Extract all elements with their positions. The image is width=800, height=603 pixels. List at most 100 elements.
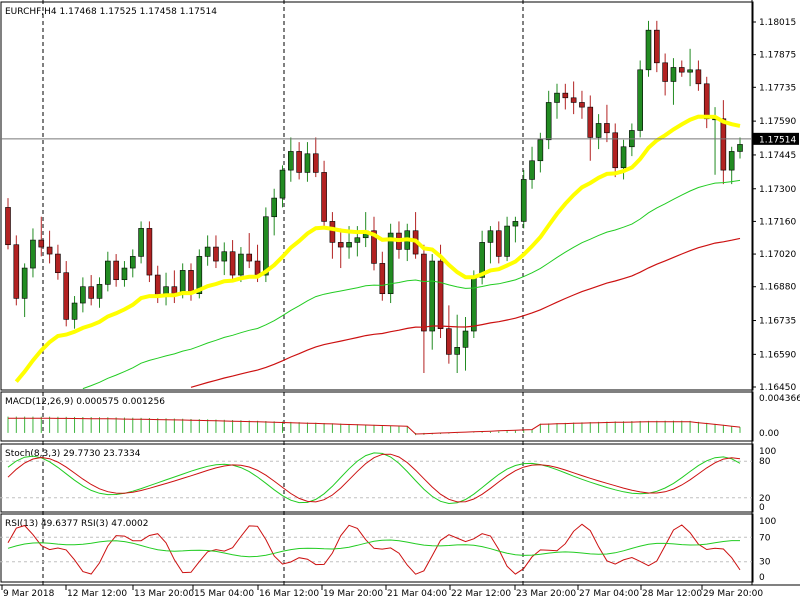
candle[interactable] — [429, 254, 436, 350]
bullish-candle-body — [728, 151, 735, 171]
candle[interactable] — [629, 123, 635, 157]
bullish-candle-body — [204, 246, 211, 257]
candle[interactable] — [296, 142, 302, 180]
candle[interactable] — [595, 114, 602, 150]
candle[interactable] — [654, 20, 660, 73]
candle[interactable] — [504, 216, 510, 262]
bearish-candle-body — [437, 260, 444, 329]
candle[interactable] — [105, 251, 111, 292]
candle[interactable] — [80, 277, 86, 313]
candle[interactable] — [537, 132, 544, 173]
candle[interactable] — [113, 254, 119, 287]
candle[interactable] — [678, 60, 685, 77]
candle[interactable] — [271, 188, 277, 236]
candle[interactable] — [687, 48, 693, 87]
candle[interactable] — [703, 76, 710, 129]
bearish-candle-body — [246, 253, 253, 262]
candle[interactable] — [379, 251, 386, 301]
candle[interactable] — [204, 235, 211, 266]
candle[interactable] — [88, 275, 94, 306]
candle[interactable] — [728, 146, 735, 185]
time-axis-label: 19 Mar 20:00 — [323, 589, 383, 599]
stoch-label: Stoch(8,3,3) 29.7730 23.7334 — [5, 449, 141, 459]
candle[interactable] — [695, 60, 702, 91]
candle[interactable] — [562, 83, 569, 110]
candle[interactable] — [312, 137, 319, 178]
price-axis-label: 1.16590 — [759, 350, 796, 360]
bearish-candle-body — [213, 246, 219, 262]
panel-frame-rsi — [0, 513, 754, 583]
bullish-candle-body — [487, 230, 494, 243]
candle[interactable] — [545, 90, 552, 150]
candle[interactable] — [121, 261, 128, 287]
candle[interactable] — [612, 123, 619, 178]
candle[interactable] — [163, 272, 169, 306]
candle[interactable] — [404, 223, 411, 262]
candle[interactable] — [387, 223, 394, 304]
candle[interactable] — [321, 160, 327, 229]
bullish-candle-body — [537, 139, 544, 162]
candle[interactable] — [63, 261, 70, 327]
candle[interactable] — [471, 270, 477, 339]
candle[interactable] — [437, 244, 444, 339]
candle[interactable] — [5, 198, 11, 250]
candle[interactable] — [446, 305, 452, 364]
candle[interactable] — [637, 60, 643, 138]
bearish-candle-body — [570, 97, 577, 103]
candle[interactable] — [487, 226, 494, 264]
bearish-candle-body — [55, 253, 61, 274]
candle[interactable] — [529, 146, 535, 189]
candle[interactable] — [304, 142, 311, 182]
candle[interactable] — [570, 81, 577, 115]
candle[interactable] — [495, 221, 502, 264]
bearish-candle-body — [678, 67, 685, 73]
candle[interactable] — [13, 235, 20, 306]
candle[interactable] — [645, 20, 652, 77]
candle[interactable] — [337, 228, 344, 269]
rsi-slow-line — [7, 539, 740, 558]
candles-group — [5, 20, 743, 374]
candle[interactable] — [30, 228, 36, 278]
candle[interactable] — [146, 221, 153, 283]
candle[interactable] — [579, 90, 585, 119]
price-axis-label: 1.17445 — [759, 151, 796, 161]
candle[interactable] — [238, 247, 244, 283]
candle[interactable] — [171, 270, 178, 304]
candle[interactable] — [46, 230, 53, 264]
candle[interactable] — [412, 212, 419, 259]
candle[interactable] — [720, 100, 727, 185]
candle[interactable] — [554, 83, 560, 119]
candle[interactable] — [329, 212, 336, 259]
candle[interactable] — [587, 95, 594, 161]
candle[interactable] — [421, 244, 427, 374]
macd-label: MACD(12,26,9) 0.000575 0.001256 — [5, 397, 165, 407]
candle[interactable] — [229, 240, 236, 283]
candle[interactable] — [213, 235, 219, 269]
candle[interactable] — [512, 216, 519, 243]
candle[interactable] — [55, 244, 61, 280]
candle[interactable] — [362, 212, 369, 248]
candle[interactable] — [288, 137, 294, 182]
candle[interactable] — [454, 314, 460, 374]
candle[interactable] — [246, 233, 253, 269]
candle[interactable] — [188, 263, 194, 301]
bullish-candle-body — [354, 237, 361, 243]
candle[interactable] — [38, 216, 45, 257]
candle[interactable] — [670, 58, 677, 105]
candle[interactable] — [279, 165, 286, 208]
candle[interactable] — [604, 104, 610, 143]
candle[interactable] — [662, 53, 668, 96]
candle[interactable] — [71, 296, 78, 329]
candle[interactable] — [129, 249, 136, 278]
candle[interactable] — [221, 242, 228, 276]
candle[interactable] — [96, 277, 103, 308]
candle[interactable] — [371, 216, 377, 271]
candle[interactable] — [21, 263, 28, 318]
candle[interactable] — [520, 170, 527, 229]
candle[interactable] — [737, 137, 743, 159]
candle[interactable] — [138, 221, 144, 264]
bearish-candle-body — [703, 83, 710, 120]
candle[interactable] — [462, 317, 469, 371]
